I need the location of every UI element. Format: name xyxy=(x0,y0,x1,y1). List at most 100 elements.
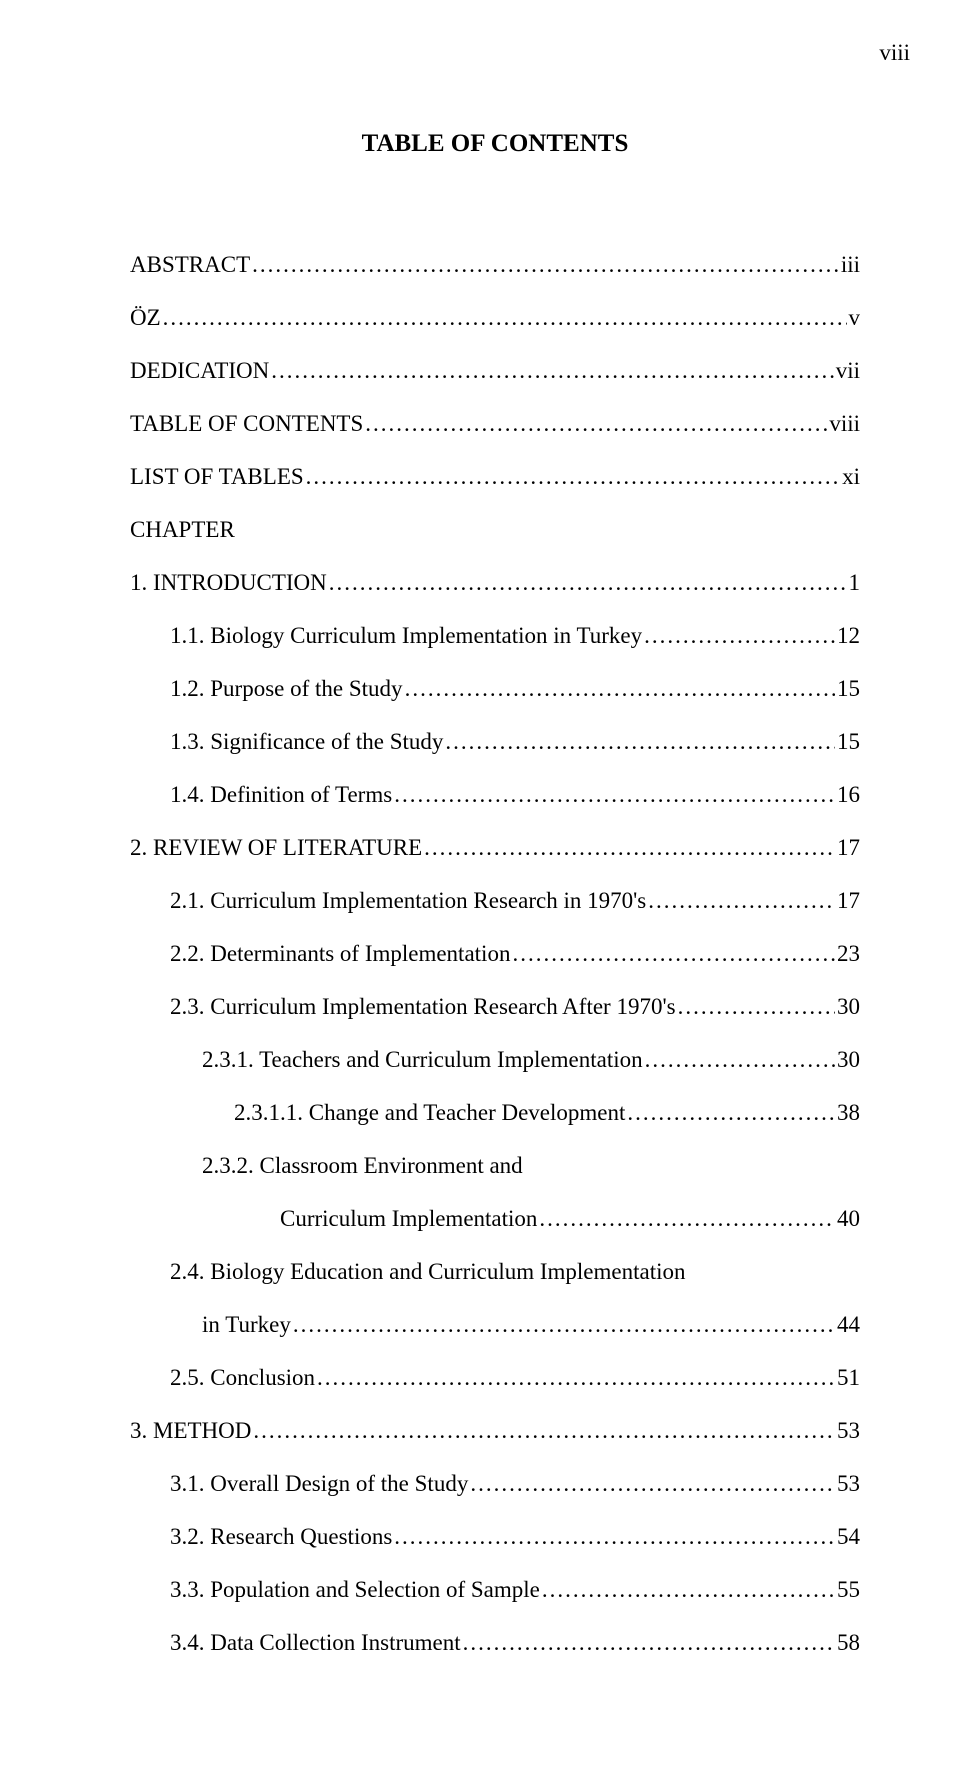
toc-entry: 2.4. Biology Education and Curriculum Im… xyxy=(130,1260,860,1283)
toc-list: ABSTRACT iii ÖZ v DEDICATION vii TABLE OF CONT… xyxy=(130,253,860,1654)
toc-label: 2. REVIEW OF LITERATURE xyxy=(130,836,422,859)
toc-page-number: 53 xyxy=(837,1419,860,1442)
toc-label: 1.4. Definition of Terms xyxy=(170,783,392,806)
toc-entry: 1.1. Biology Curriculum Implementation i… xyxy=(130,624,860,647)
toc-entry: 2. REVIEW OF LITERATURE 17 xyxy=(130,836,860,859)
toc-page-number: 38 xyxy=(837,1101,860,1124)
toc-entry: ABSTRACT iii xyxy=(130,253,860,276)
toc-label: 2.4. Biology Education and Curriculum Im… xyxy=(170,1259,686,1284)
toc-page-number: 17 xyxy=(837,889,860,912)
toc-label: 2.3.2. Classroom Environment and xyxy=(202,1153,523,1178)
toc-leader xyxy=(394,783,835,806)
toc-page-number: 55 xyxy=(837,1578,860,1601)
toc-entry: 2.3.1. Teachers and Curriculum Implement… xyxy=(130,1048,860,1071)
toc-entry: 1.2. Purpose of the Study 15 xyxy=(130,677,860,700)
toc-leader xyxy=(293,1313,835,1336)
toc-leader xyxy=(317,1366,835,1389)
toc-leader xyxy=(271,359,833,382)
toc-label: 1.1. Biology Curriculum Implementation i… xyxy=(170,624,642,647)
toc-leader xyxy=(627,1101,835,1124)
toc-leader xyxy=(329,571,847,594)
toc-label: 1.3. Significance of the Study xyxy=(170,730,443,753)
toc-leader xyxy=(512,942,835,965)
toc-leader xyxy=(405,677,835,700)
toc-page-number: 54 xyxy=(837,1525,860,1548)
toc-leader xyxy=(252,253,839,276)
toc-label: ABSTRACT xyxy=(130,253,250,276)
page-number: viii xyxy=(879,40,910,66)
toc-page-number: 15 xyxy=(837,730,860,753)
toc-page-number: 40 xyxy=(837,1207,860,1230)
toc-leader xyxy=(445,730,835,753)
toc-entry: in Turkey 44 xyxy=(130,1313,860,1336)
toc-page-number: 16 xyxy=(837,783,860,806)
toc-page-number: 1 xyxy=(849,571,861,594)
toc-entry: 2.3.1.1. Change and Teacher Development 3… xyxy=(130,1101,860,1124)
toc-leader xyxy=(253,1419,835,1442)
toc-page-number: iii xyxy=(841,253,860,276)
toc-leader xyxy=(365,412,827,435)
toc-page-number: viii xyxy=(829,412,860,435)
toc-leader xyxy=(644,624,835,647)
toc-entry: Curriculum Implementation40 xyxy=(130,1207,860,1230)
toc-label: 3.4. Data Collection Instrument xyxy=(170,1631,461,1654)
toc-label: 3.1. Overall Design of the Study xyxy=(170,1472,468,1495)
toc-leader xyxy=(542,1578,835,1601)
toc-entry: TABLE OF CONTENTS viii xyxy=(130,412,860,435)
toc-leader xyxy=(394,1525,835,1548)
toc-label: 3.3. Population and Selection of Sample xyxy=(170,1578,540,1601)
toc-entry: 1.3. Significance of the Study 15 xyxy=(130,730,860,753)
toc-label: ÖZ xyxy=(130,306,161,329)
toc-label: 3.2. Research Questions xyxy=(170,1525,392,1548)
toc-leader xyxy=(306,465,840,488)
toc-label: 3. METHOD xyxy=(130,1419,251,1442)
toc-label: 2.3.1.1. Change and Teacher Development xyxy=(234,1101,625,1124)
toc-page-number: 51 xyxy=(837,1366,860,1389)
toc-label: LIST OF TABLES xyxy=(130,465,304,488)
toc-label: 2.2. Determinants of Implementation xyxy=(170,942,510,965)
toc-entry: 1. INTRODUCTION 1 xyxy=(130,571,860,594)
toc-page-number: 44 xyxy=(837,1313,860,1336)
toc-entry: 1.4. Definition of Terms 16 xyxy=(130,783,860,806)
toc-entry: 2.2. Determinants of Implementation 23 xyxy=(130,942,860,965)
toc-page-number: 15 xyxy=(837,677,860,700)
toc-label: 2.5. Conclusion xyxy=(170,1366,315,1389)
toc-label: 2.1. Curriculum Implementation Research … xyxy=(170,889,646,912)
toc-page-number: 53 xyxy=(837,1472,860,1495)
toc-entry: CHAPTER xyxy=(130,518,860,541)
toc-label: in Turkey xyxy=(202,1313,291,1336)
toc-label: TABLE OF CONTENTS xyxy=(130,412,363,435)
toc-label: 1. INTRODUCTION xyxy=(130,571,327,594)
toc-entry: 2.3.2. Classroom Environment and xyxy=(130,1154,860,1177)
toc-page-number: 12 xyxy=(837,624,860,647)
toc-page-number: 23 xyxy=(837,942,860,965)
toc-page-number: xi xyxy=(842,465,860,488)
toc-page-number: 30 xyxy=(837,1048,860,1071)
toc-label: 2.3.1. Teachers and Curriculum Implement… xyxy=(202,1048,643,1071)
toc-entry: 2.3. Curriculum Implementation Research … xyxy=(130,995,860,1018)
toc-entry: ÖZ v xyxy=(130,306,860,329)
toc-leader xyxy=(463,1631,835,1654)
toc-entry: DEDICATION vii xyxy=(130,359,860,382)
toc-label: 2.3. Curriculum Implementation Research … xyxy=(170,995,676,1018)
toc-label: DEDICATION xyxy=(130,359,269,382)
toc-leader xyxy=(424,836,835,859)
toc-label: 1.2. Purpose of the Study xyxy=(170,677,403,700)
toc-page-number: 17 xyxy=(837,836,860,859)
toc-label: CHAPTER xyxy=(130,517,235,542)
toc-page-number: v xyxy=(849,306,861,329)
toc-entry: 3.3. Population and Selection of Sample 5… xyxy=(130,1578,860,1601)
toc-leader xyxy=(539,1207,835,1230)
toc-entry: 3.2. Research Questions 54 xyxy=(130,1525,860,1548)
document-title: TABLE OF CONTENTS xyxy=(130,130,860,158)
toc-entry: 3.1. Overall Design of the Study 53 xyxy=(130,1472,860,1495)
toc-page-number: vii xyxy=(836,359,860,382)
toc-page-number: 58 xyxy=(837,1631,860,1654)
toc-entry: 2.5. Conclusion 51 xyxy=(130,1366,860,1389)
toc-leader xyxy=(645,1048,835,1071)
toc-leader xyxy=(470,1472,835,1495)
toc-entry: LIST OF TABLES xi xyxy=(130,465,860,488)
toc-entry: 2.1. Curriculum Implementation Research … xyxy=(130,889,860,912)
toc-leader xyxy=(648,889,835,912)
toc-leader xyxy=(678,995,835,1018)
